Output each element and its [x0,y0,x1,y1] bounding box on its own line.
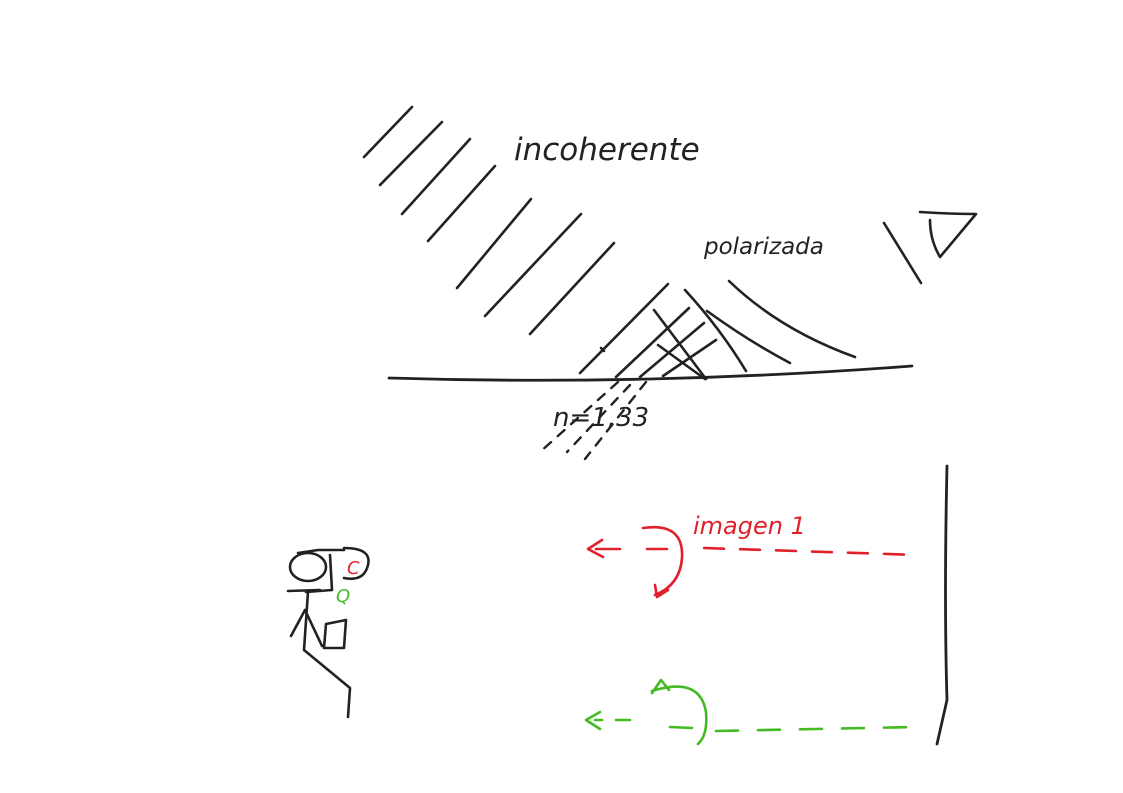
green-curl [650,685,708,746]
figure-head [288,551,328,583]
eye-icon [882,210,978,285]
figure-hair [296,548,346,555]
reflected-ray-2 [656,343,707,381]
ray-7 [528,241,616,336]
ray-dot-1 [599,346,606,353]
green-dashed-path [714,725,917,733]
refracted-ray-3 [583,380,648,461]
incoherent-light-rays [362,105,718,379]
ray-9 [614,306,691,379]
refracted-rays [538,380,648,461]
red-dashed-path [702,546,920,557]
polarized-label: polarizada [703,234,824,260]
refracted-ray-1 [538,380,620,454]
green-image-ray [584,678,917,746]
ray-4 [426,164,497,243]
wall-line [935,464,949,746]
eye-cone [918,210,978,259]
camera-mark-red: C [347,558,360,579]
camera-bag [322,618,348,650]
red-image-ray [586,525,920,599]
red-arrow-head [586,538,605,559]
figure-arm [286,588,322,593]
eye-lid [882,221,923,285]
reflected-ray-3 [683,288,748,373]
ray-5 [455,197,533,290]
ray-3 [400,137,472,216]
red-curl-tip [653,583,670,599]
camera-mark-green: Q [336,586,350,607]
green-curl-tip [650,678,671,695]
ray-2 [378,120,444,187]
stick-figure-with-camera [286,546,370,719]
figure-torso [302,590,352,719]
incoherent-label: incoherente [514,132,700,168]
reflected-rays [599,279,857,381]
reflected-ray-1 [652,308,708,381]
reflected-ray-4 [705,309,792,365]
green-dash-2 [668,725,694,730]
refracted-ray-2 [565,383,632,454]
red-curl [641,525,684,597]
image-label: imagen 1 [693,512,806,540]
water-surface-line [387,364,914,382]
ray-8 [578,282,670,375]
ray-1 [362,105,414,159]
figure-leg [289,608,324,648]
ray-6 [483,212,583,318]
refractive-index-label: n=1,33 [553,403,649,433]
reflected-ray-5 [727,279,857,359]
green-arrow-head [584,710,602,731]
ray-10 [638,321,706,379]
